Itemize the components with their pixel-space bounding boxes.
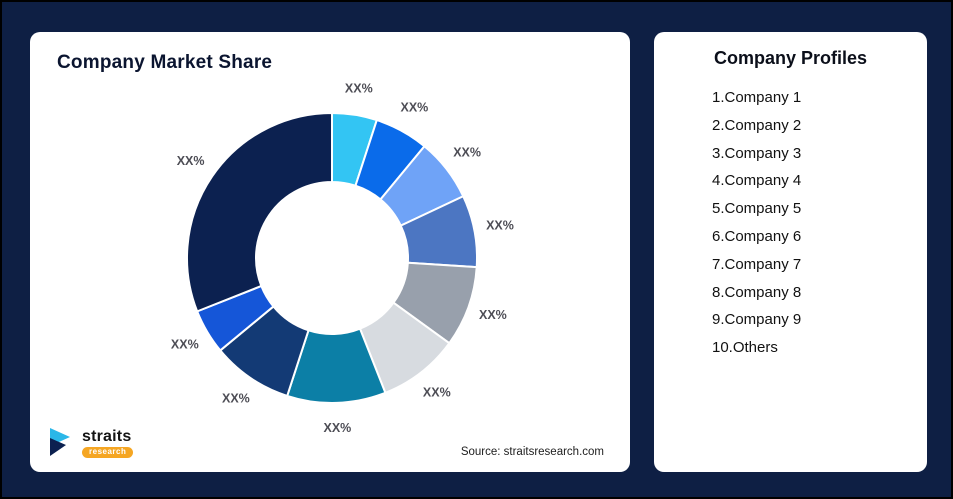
company-profile-item: 3.Company 3 (712, 144, 802, 162)
source-attribution: Source: straitsresearch.com (460, 446, 604, 458)
company-profile-item: 6.Company 6 (712, 227, 802, 245)
market-share-card: XX% XX% XX% XX% XX% XX% XX% XX% XX% XX% Company M… (30, 32, 630, 472)
donut-slice-label: XX% (423, 385, 451, 399)
donut-slice-label: XX% (345, 81, 373, 95)
donut-slice-label: XX% (324, 421, 352, 435)
donut-slice-label: XX% (222, 392, 250, 406)
company-profile-item: 1.Company 1 (712, 89, 802, 106)
donut-slice-label: XX% (177, 154, 205, 168)
company-profile-item: 2.Company 2 (712, 116, 802, 134)
company-profile-item: 8.Company 8 (712, 283, 802, 301)
company-profile-item: 10.Others (712, 339, 778, 357)
straits-research-logo: straits research (50, 427, 134, 458)
chart-title: Company Market Share (57, 52, 273, 73)
company-profiles-card: Company Profiles 1.Company 1 2.Company 2 3… (654, 32, 927, 472)
donut-slice-label: XX% (486, 218, 514, 232)
straits-logo-icon (50, 428, 70, 456)
company-profile-item: 7.Company 7 (712, 255, 802, 273)
logo-text-block: straits research (82, 427, 134, 458)
company-profile-item: 9.Company 9 (712, 311, 802, 329)
company-profile-item: 4.Company 4 (712, 172, 802, 190)
logo-text: straits (82, 427, 132, 445)
donut-slice-label: XX% (453, 145, 481, 159)
market-share-donut-chart: XX% XX% XX% XX% XX% XX% XX% XX% XX% XX% (171, 81, 514, 435)
company-profiles-title: Company Profiles (713, 48, 868, 68)
donut-slice-label: XX% (171, 337, 199, 351)
company-profile-item: 5.Company 5 (712, 200, 802, 218)
logo-subtext: research (82, 446, 134, 458)
donut-slice (186, 112, 333, 313)
donut-slice-label: XX% (479, 308, 507, 322)
donut-slice-label: XX% (401, 100, 429, 114)
company-profiles-list: 1.Company 1 2.Company 2 3.Company 3 4.Compa… (712, 84, 915, 362)
